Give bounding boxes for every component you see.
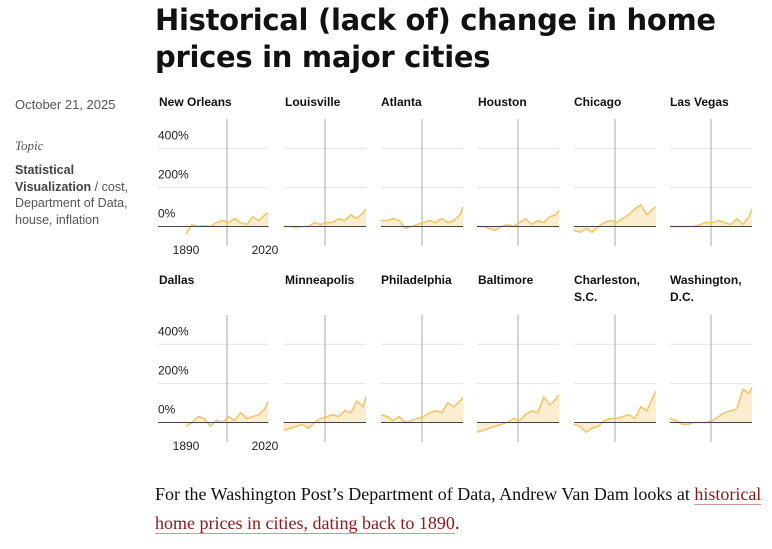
line bbox=[573, 203, 657, 234]
area bbox=[284, 208, 366, 228]
text: . bbox=[454, 513, 460, 533]
panel-title: Baltimore bbox=[478, 273, 534, 287]
y-tick-label: 200% bbox=[158, 167, 189, 181]
panel-title: New Orleans bbox=[159, 95, 232, 109]
line bbox=[284, 208, 367, 229]
panel-title: Washington, D.C. bbox=[670, 273, 742, 304]
x-tick-label: 2020 bbox=[252, 439, 279, 453]
panel-title: Las Vegas bbox=[670, 95, 729, 109]
separator: / bbox=[94, 179, 99, 194]
area bbox=[670, 387, 752, 425]
line bbox=[573, 390, 657, 434]
post-date: October 21, 2025 bbox=[15, 97, 116, 112]
panel-title: Chicago bbox=[574, 95, 622, 109]
panel-title: Dallas bbox=[159, 273, 195, 287]
area bbox=[477, 210, 559, 231]
paragraph: For the Washington Post’s Department of … bbox=[155, 480, 765, 538]
line bbox=[381, 206, 464, 230]
line bbox=[283, 396, 367, 431]
y-tick-label: 0% bbox=[158, 206, 176, 220]
x-tick-label: 1890 bbox=[173, 439, 200, 453]
area bbox=[186, 400, 268, 427]
page-title: Historical (lack of) change in home pric… bbox=[155, 3, 716, 74]
topic-tags: Statistical Visualization / cost, Depart… bbox=[15, 162, 133, 228]
panel-title: Atlanta bbox=[381, 95, 422, 109]
area bbox=[381, 206, 463, 229]
panel-title: Philadelphia bbox=[381, 273, 452, 287]
line bbox=[185, 400, 269, 428]
line bbox=[669, 386, 753, 426]
y-tick-label: 400% bbox=[158, 128, 189, 142]
x-tick-label: 2020 bbox=[252, 243, 279, 257]
link[interactable]: historical home prices in cities, dating… bbox=[155, 484, 762, 534]
panel-title: Houston bbox=[478, 95, 527, 109]
line bbox=[477, 210, 560, 232]
panel-title: Louisville bbox=[285, 95, 341, 109]
topic[interactable]: Statistical Visualization bbox=[15, 163, 92, 194]
area bbox=[381, 397, 463, 423]
line bbox=[476, 394, 560, 433]
area bbox=[574, 204, 656, 233]
x-tick-label: 1890 bbox=[173, 243, 200, 257]
topic-label: Topic bbox=[15, 138, 44, 153]
panel-title: Minneapolis bbox=[285, 273, 355, 287]
area bbox=[186, 212, 268, 235]
panel-title: Charleston, S.C. bbox=[574, 273, 641, 304]
y-tick-label: 200% bbox=[158, 363, 189, 377]
tags[interactable]: cost, Department of Data, house, inflati… bbox=[15, 179, 129, 227]
line bbox=[380, 396, 464, 424]
text: For the Washington Post’s Department of … bbox=[155, 484, 695, 504]
y-tick-label: 400% bbox=[158, 324, 189, 338]
y-tick-label: 0% bbox=[158, 402, 176, 416]
